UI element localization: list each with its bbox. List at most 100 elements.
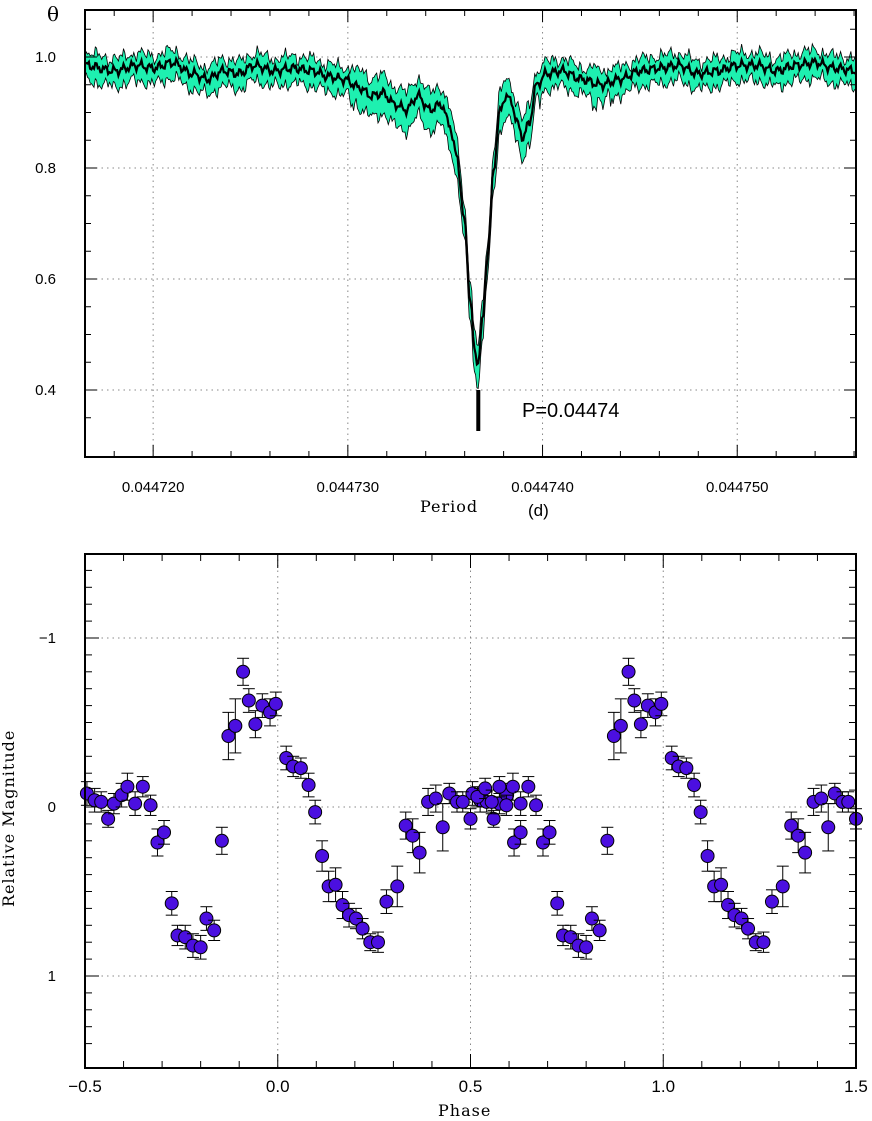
point-marker [328, 877, 343, 892]
point-marker [627, 693, 642, 708]
data-point [135, 776, 150, 798]
light-curve-x-tick-label: −0.5 [68, 1077, 102, 1096]
point-marker [268, 696, 283, 711]
point-marker [248, 717, 263, 732]
data-point [756, 931, 771, 953]
data-point [199, 906, 214, 931]
point-marker [228, 718, 243, 733]
data-point [463, 808, 478, 830]
data-point [613, 698, 628, 754]
data-point [606, 711, 621, 761]
point-marker [379, 894, 394, 909]
data-point [193, 934, 208, 960]
data-point [821, 803, 836, 852]
point-marker [207, 923, 222, 938]
point-marker [621, 664, 636, 679]
data-point [798, 831, 813, 874]
point-marker [293, 761, 308, 776]
point-marker [513, 825, 528, 840]
data-point [492, 776, 507, 798]
periodogram-y-tick-label: 0.8 [35, 160, 56, 177]
periodogram-y-tick-label: 0.6 [35, 271, 56, 288]
theta-band-upper-edge [84, 42, 856, 347]
point-marker [478, 781, 493, 796]
data-point [486, 809, 501, 828]
data-point [164, 891, 179, 916]
point-marker [679, 761, 694, 776]
point-marker [308, 805, 323, 820]
data-point [654, 691, 669, 717]
data-point [379, 889, 394, 914]
data-point [143, 794, 158, 816]
point-marker [428, 791, 443, 806]
point-marker [486, 811, 501, 826]
data-point [207, 919, 222, 942]
point-marker [687, 778, 702, 793]
point-marker [370, 935, 385, 950]
data-point [505, 772, 520, 801]
point-marker [236, 664, 251, 679]
point-marker [101, 811, 116, 826]
periodogram-x-tick-label: 0.044750 [706, 479, 769, 496]
light-curve-ticks: −0.5 0.0 0.5 1.0 1.5 −1 0 1 [39, 554, 868, 1096]
theta-band-lower-edge [84, 69, 857, 390]
light-curve-points [79, 657, 863, 960]
point-marker [756, 935, 771, 950]
theta-curve [84, 54, 857, 367]
data-point [248, 710, 263, 739]
data-point [584, 906, 599, 931]
point-marker [592, 923, 607, 938]
data-point [241, 688, 256, 713]
data-point [687, 772, 702, 798]
point-marker [741, 921, 756, 936]
data-point [579, 934, 594, 960]
data-point [679, 757, 694, 779]
theta-symbol: θ [47, 2, 59, 26]
point-marker [143, 798, 158, 813]
point-marker [157, 825, 172, 840]
periodogram-x-axis-label: Period [420, 497, 478, 516]
data-point [442, 782, 457, 805]
periodogram-x-tick-label: 0.044720 [122, 479, 185, 496]
period-annotation: P=0.04474 [522, 400, 619, 422]
point-marker [135, 779, 150, 794]
data-point [120, 772, 135, 801]
data-point [268, 691, 283, 717]
periodogram-ticks: 0.044720 0.044730 0.044740 0.044750 0.4 0.6 0.… [35, 10, 856, 496]
light-curve-x-tick-label: 1.0 [651, 1077, 675, 1096]
point-marker [714, 877, 729, 892]
point-marker [814, 791, 829, 806]
data-point [101, 809, 116, 828]
data-point [370, 931, 385, 953]
light-curve-x-tick-label: 0.5 [459, 1077, 483, 1096]
data-point [841, 791, 856, 813]
light-curve-x-axis-label: Phase [438, 1101, 491, 1120]
point-marker [94, 794, 109, 809]
point-marker [412, 845, 427, 860]
light-curve-frame [84, 553, 857, 1069]
data-point [412, 831, 427, 874]
data-point [627, 688, 642, 713]
point-marker [484, 794, 499, 809]
light-curve-y-tick-label: 1 [48, 968, 56, 985]
point-marker [164, 896, 179, 911]
point-marker [633, 717, 648, 732]
point-marker [542, 825, 557, 840]
point-marker [600, 833, 615, 848]
point-marker [821, 820, 836, 835]
data-point [328, 867, 343, 903]
data-point [714, 867, 729, 903]
point-marker [513, 796, 528, 811]
point-marker [499, 798, 514, 813]
data-point [542, 820, 557, 845]
data-point [592, 919, 607, 942]
point-marker [529, 798, 544, 813]
periodogram-x-tick-label: 0.044740 [511, 479, 574, 496]
point-marker [301, 778, 316, 793]
data-point [550, 891, 565, 916]
data-point [228, 698, 243, 754]
point-marker [120, 779, 135, 794]
data-point [521, 776, 536, 798]
data-point [499, 794, 514, 816]
point-marker [693, 805, 708, 820]
